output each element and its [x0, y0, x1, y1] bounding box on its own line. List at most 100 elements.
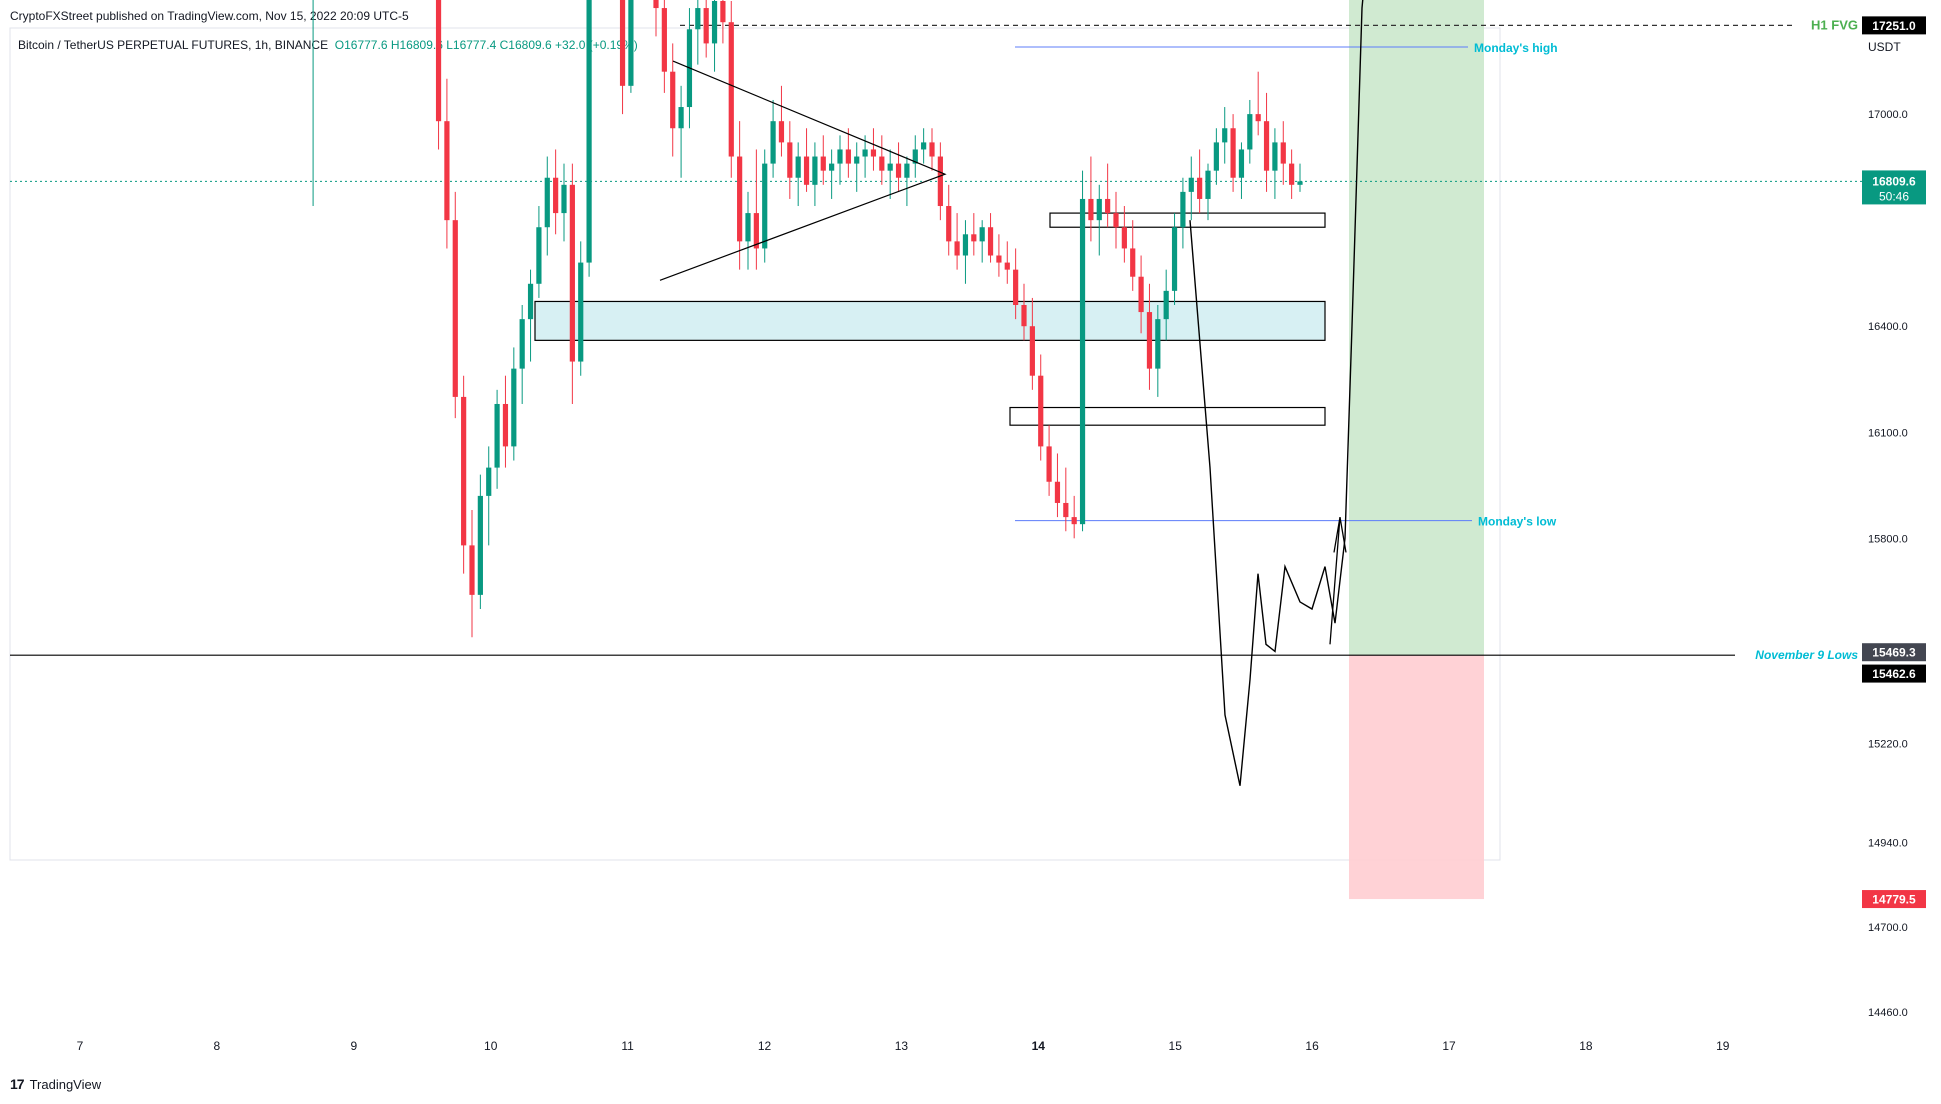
candle-body[interactable] — [887, 163, 893, 171]
candle-body[interactable] — [1130, 248, 1136, 277]
candle-body[interactable] — [553, 177, 559, 214]
candle-body[interactable] — [1038, 375, 1044, 447]
candle-body[interactable] — [904, 163, 910, 178]
candle-body[interactable] — [720, 0, 726, 23]
candle-body[interactable] — [787, 142, 793, 178]
candle-body[interactable] — [979, 227, 985, 242]
candle-body[interactable] — [1188, 177, 1194, 192]
candle-body[interactable] — [895, 163, 902, 178]
candle-body[interactable] — [678, 107, 684, 129]
candle-body[interactable] — [1021, 305, 1027, 327]
candle-body[interactable] — [544, 177, 550, 228]
candle-body[interactable] — [536, 227, 542, 284]
candle-body[interactable] — [1197, 177, 1203, 199]
candle-body[interactable] — [661, 8, 667, 72]
candle-body[interactable] — [435, 0, 442, 122]
long-stop-zone[interactable] — [1349, 655, 1484, 900]
candle-body[interactable] — [461, 396, 467, 546]
projection-up-arrow-icon[interactable] — [1329, 516, 1347, 645]
candle-body[interactable] — [795, 156, 801, 178]
candle-body[interactable] — [519, 319, 525, 369]
candle-body[interactable] — [829, 163, 835, 171]
candle-body[interactable] — [1297, 181, 1303, 185]
candle-body[interactable] — [870, 149, 877, 157]
candle-body[interactable] — [1247, 114, 1253, 150]
candle-body[interactable] — [1029, 326, 1035, 376]
candle-body[interactable] — [494, 403, 500, 468]
candle-body[interactable] — [703, 8, 709, 44]
candle-body[interactable] — [745, 213, 751, 242]
candle-body[interactable] — [837, 149, 843, 164]
candle-body[interactable] — [862, 149, 868, 157]
candle-body[interactable] — [962, 234, 969, 256]
candle-body[interactable] — [1213, 142, 1219, 171]
candle-body[interactable] — [628, 0, 634, 86]
candle-body[interactable] — [820, 156, 826, 171]
candle-body[interactable] — [954, 241, 960, 256]
candle-body[interactable] — [1180, 191, 1186, 228]
candle-body[interactable] — [586, 0, 592, 263]
candle-body[interactable] — [670, 71, 676, 129]
candle-body[interactable] — [1171, 227, 1178, 291]
candle-body[interactable] — [1155, 319, 1161, 369]
candle-body[interactable] — [728, 22, 734, 157]
candle-body[interactable] — [1113, 213, 1119, 228]
candle-body[interactable] — [1013, 269, 1019, 305]
candle-body[interactable] — [1138, 276, 1144, 313]
candle-body[interactable] — [561, 184, 567, 214]
candle-body[interactable] — [803, 156, 810, 185]
candle-body[interactable] — [1255, 114, 1261, 122]
candle-body[interactable] — [937, 156, 943, 207]
candle-body[interactable] — [1289, 163, 1295, 185]
candle-body[interactable] — [527, 283, 534, 320]
tradingview-logo[interactable]: 17 TradingView — [10, 1076, 101, 1092]
candle-body[interactable] — [737, 156, 743, 242]
candle-body[interactable] — [1063, 502, 1069, 518]
candle-body[interactable] — [511, 368, 517, 447]
candle-body[interactable] — [921, 142, 927, 150]
candle-body[interactable] — [1088, 198, 1094, 221]
candle-body[interactable] — [854, 156, 860, 164]
candle-body[interactable] — [1071, 517, 1077, 525]
candle-body[interactable] — [1238, 149, 1245, 178]
candle-body[interactable] — [987, 227, 994, 256]
candle-body[interactable] — [1205, 170, 1211, 199]
candle-body[interactable] — [753, 213, 759, 249]
candle-body[interactable] — [946, 206, 952, 242]
candle-body[interactable] — [711, 0, 718, 44]
candle-body[interactable] — [695, 8, 701, 30]
candle-body[interactable] — [770, 121, 776, 164]
candle-body[interactable] — [1272, 142, 1278, 171]
candle-body[interactable] — [912, 149, 918, 164]
candle-body[interactable] — [1079, 198, 1086, 525]
candle-body[interactable] — [845, 149, 851, 164]
box-16700[interactable] — [1049, 212, 1326, 228]
candle-body[interactable] — [778, 121, 785, 143]
candle-body[interactable] — [452, 220, 458, 397]
candle-body[interactable] — [1105, 198, 1111, 214]
candle-body[interactable] — [578, 262, 584, 362]
candle-body[interactable] — [1146, 312, 1153, 369]
candle-body[interactable] — [619, 0, 626, 86]
candle-body[interactable] — [569, 184, 575, 362]
candle-body[interactable] — [929, 142, 935, 157]
candle-body[interactable] — [812, 156, 818, 185]
box-demand-16400[interactable] — [534, 300, 1326, 341]
candle-body[interactable] — [762, 163, 768, 249]
candle-body[interactable] — [477, 495, 483, 595]
candle-body[interactable] — [444, 121, 450, 221]
projected-path[interactable] — [1189, 0, 1458, 786]
candle-body[interactable] — [1096, 198, 1102, 221]
candle-body[interactable] — [1230, 128, 1236, 178]
candle-body[interactable] — [1054, 481, 1061, 503]
candle-body[interactable] — [1046, 446, 1052, 482]
candle-body[interactable] — [502, 403, 509, 447]
candle-body[interactable] — [486, 467, 492, 496]
candle-body[interactable] — [1121, 227, 1127, 249]
candle-body[interactable] — [1163, 290, 1169, 320]
box-16150[interactable] — [1009, 406, 1326, 426]
candle-body[interactable] — [1004, 262, 1010, 270]
candle-body[interactable] — [653, 0, 659, 9]
candle-body[interactable] — [469, 545, 475, 595]
